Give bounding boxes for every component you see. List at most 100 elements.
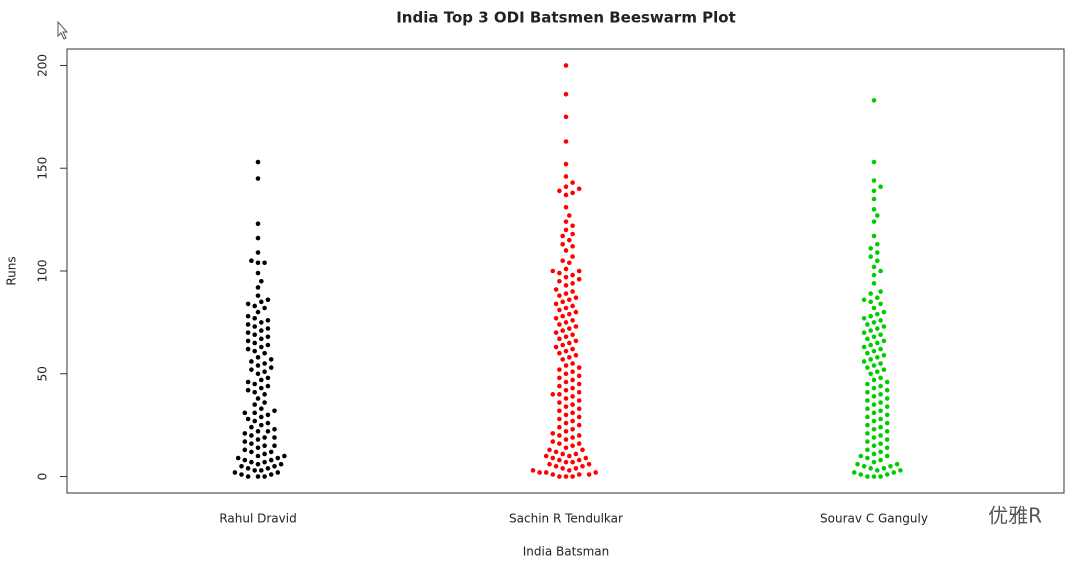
point bbox=[884, 404, 890, 409]
point bbox=[567, 326, 572, 331]
point bbox=[272, 435, 277, 440]
x-axis-label: India Batsman bbox=[523, 545, 609, 559]
point bbox=[567, 237, 572, 243]
point bbox=[871, 443, 877, 449]
point bbox=[570, 369, 575, 375]
point bbox=[255, 461, 261, 467]
point bbox=[563, 139, 569, 144]
point bbox=[252, 418, 257, 424]
point bbox=[259, 468, 264, 473]
point bbox=[570, 418, 575, 424]
point bbox=[871, 272, 877, 278]
point bbox=[851, 470, 857, 475]
point bbox=[858, 472, 864, 477]
point bbox=[567, 297, 572, 303]
point bbox=[563, 174, 569, 179]
point bbox=[242, 410, 248, 416]
point bbox=[557, 408, 562, 414]
point bbox=[567, 340, 572, 346]
x-tick-label: Sachin R Tendulkar bbox=[509, 512, 623, 526]
point bbox=[245, 346, 251, 352]
point bbox=[563, 459, 569, 465]
point bbox=[570, 377, 575, 383]
point bbox=[567, 213, 572, 218]
y-tick-label: 150 bbox=[36, 157, 50, 180]
point bbox=[550, 455, 556, 461]
point bbox=[570, 281, 575, 286]
point bbox=[252, 381, 257, 387]
point bbox=[898, 468, 903, 473]
point bbox=[871, 426, 877, 432]
point bbox=[871, 418, 877, 424]
point bbox=[570, 180, 575, 185]
point bbox=[265, 383, 271, 389]
y-tick-label: 0 bbox=[36, 473, 50, 481]
point bbox=[884, 453, 890, 459]
point bbox=[563, 379, 569, 385]
point bbox=[550, 392, 556, 397]
point bbox=[249, 367, 254, 372]
point bbox=[553, 344, 559, 350]
point bbox=[255, 176, 261, 181]
point bbox=[576, 406, 582, 412]
point bbox=[262, 443, 267, 449]
point bbox=[255, 429, 261, 434]
point bbox=[868, 291, 873, 296]
point bbox=[871, 394, 877, 399]
point bbox=[570, 231, 575, 237]
point bbox=[560, 313, 565, 319]
point bbox=[550, 431, 556, 436]
point bbox=[563, 204, 569, 210]
point bbox=[871, 196, 877, 202]
point bbox=[881, 367, 887, 372]
point bbox=[878, 441, 883, 446]
point bbox=[878, 184, 883, 190]
point bbox=[871, 459, 877, 465]
point bbox=[557, 307, 562, 313]
point bbox=[255, 159, 261, 165]
point bbox=[563, 320, 569, 325]
point bbox=[262, 474, 267, 479]
point bbox=[563, 420, 569, 426]
point bbox=[550, 472, 556, 477]
point bbox=[563, 248, 569, 253]
point bbox=[868, 246, 873, 251]
point bbox=[255, 355, 261, 360]
point bbox=[871, 188, 877, 194]
point bbox=[282, 453, 287, 459]
point bbox=[245, 416, 251, 422]
point bbox=[560, 342, 565, 348]
point bbox=[865, 431, 870, 436]
point bbox=[245, 338, 251, 344]
point bbox=[871, 377, 877, 383]
point bbox=[563, 429, 569, 434]
point bbox=[563, 387, 569, 393]
point bbox=[252, 389, 257, 395]
point bbox=[881, 352, 887, 358]
point bbox=[249, 359, 254, 364]
point bbox=[563, 305, 569, 311]
point bbox=[563, 283, 569, 288]
point bbox=[255, 474, 261, 479]
point bbox=[255, 396, 261, 401]
point bbox=[865, 389, 870, 395]
point bbox=[580, 463, 585, 469]
point bbox=[576, 186, 582, 192]
point bbox=[255, 235, 261, 241]
point bbox=[868, 466, 873, 471]
point bbox=[878, 332, 883, 338]
point bbox=[868, 357, 873, 362]
point bbox=[573, 309, 579, 315]
point bbox=[593, 470, 598, 475]
chart-title: India Top 3 ODI Batsmen Beeswarm Plot bbox=[396, 9, 736, 27]
point bbox=[239, 463, 244, 469]
point bbox=[557, 322, 562, 327]
point bbox=[563, 114, 569, 120]
point bbox=[553, 287, 559, 292]
point bbox=[878, 361, 883, 366]
point bbox=[570, 410, 575, 416]
point bbox=[881, 309, 887, 315]
point bbox=[259, 377, 264, 383]
point bbox=[881, 324, 887, 329]
point bbox=[861, 359, 867, 364]
